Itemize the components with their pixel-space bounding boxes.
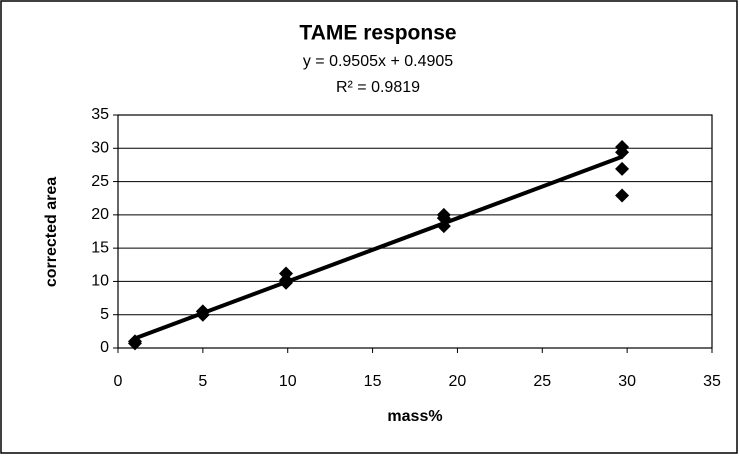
- x-tick-label: 20: [449, 373, 467, 390]
- plot-area: [117, 114, 713, 349]
- y-tick-label: 0: [100, 339, 109, 356]
- y-tick-label: 5: [100, 306, 109, 323]
- chart-title: TAME response: [299, 22, 456, 45]
- x-tick-label: 30: [618, 373, 636, 390]
- y-axis-label: corrected area: [43, 177, 60, 287]
- x-tick-label: 25: [533, 373, 551, 390]
- trendline: [134, 154, 623, 341]
- r-squared: R² = 0.9819: [336, 79, 420, 96]
- point: [615, 161, 630, 176]
- y-tick-label: 25: [91, 173, 109, 190]
- trend-equation: y = 0.9505x + 0.4905: [303, 53, 453, 70]
- x-axis-label: mass%: [387, 408, 442, 425]
- y-tick-label: 35: [91, 106, 109, 123]
- x-tick-label: 35: [703, 373, 721, 390]
- x-tick-label: 0: [114, 373, 123, 390]
- x-tick-label: 10: [279, 373, 297, 390]
- point: [615, 145, 630, 160]
- x-tick-label: 15: [364, 373, 382, 390]
- x-tick-label: 5: [198, 373, 207, 390]
- y-tick-label: 30: [91, 140, 109, 157]
- point: [127, 336, 142, 351]
- y-tick-label: 20: [91, 206, 109, 223]
- y-tick-label: 15: [91, 239, 109, 256]
- y-tick-label: 10: [91, 273, 109, 290]
- point: [615, 188, 630, 203]
